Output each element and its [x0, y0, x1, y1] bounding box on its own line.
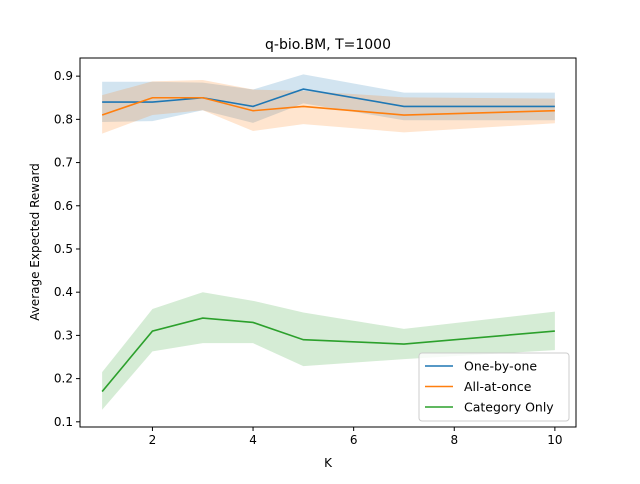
x-tick-label: 8 — [450, 433, 458, 447]
y-tick-label: 0.6 — [54, 199, 73, 213]
x-tick-label: 2 — [149, 433, 157, 447]
chart-title: q-bio.BM, T=1000 — [265, 37, 391, 53]
y-tick-label: 0.2 — [54, 372, 73, 386]
y-tick-label: 0.7 — [54, 156, 73, 170]
legend-label-2: Category Only — [464, 400, 554, 415]
x-tick-label: 4 — [249, 433, 257, 447]
y-tick-label: 0.5 — [54, 242, 73, 256]
x-tick-label: 10 — [547, 433, 562, 447]
y-tick-label: 0.4 — [54, 285, 73, 299]
y-tick-label: 0.3 — [54, 328, 73, 342]
y-tick-label: 0.8 — [54, 112, 73, 126]
y-tick-label: 0.9 — [54, 69, 73, 83]
x-tick-label: 6 — [350, 433, 358, 447]
y-axis-label: Average Expected Reward — [28, 163, 42, 321]
y-tick-label: 0.1 — [54, 415, 73, 429]
legend: One-by-one All-at-once Category Only — [419, 353, 569, 421]
legend-label-1: All-at-once — [464, 379, 532, 394]
legend-label-0: One-by-one — [464, 359, 537, 374]
x-axis-label: K — [324, 456, 333, 470]
